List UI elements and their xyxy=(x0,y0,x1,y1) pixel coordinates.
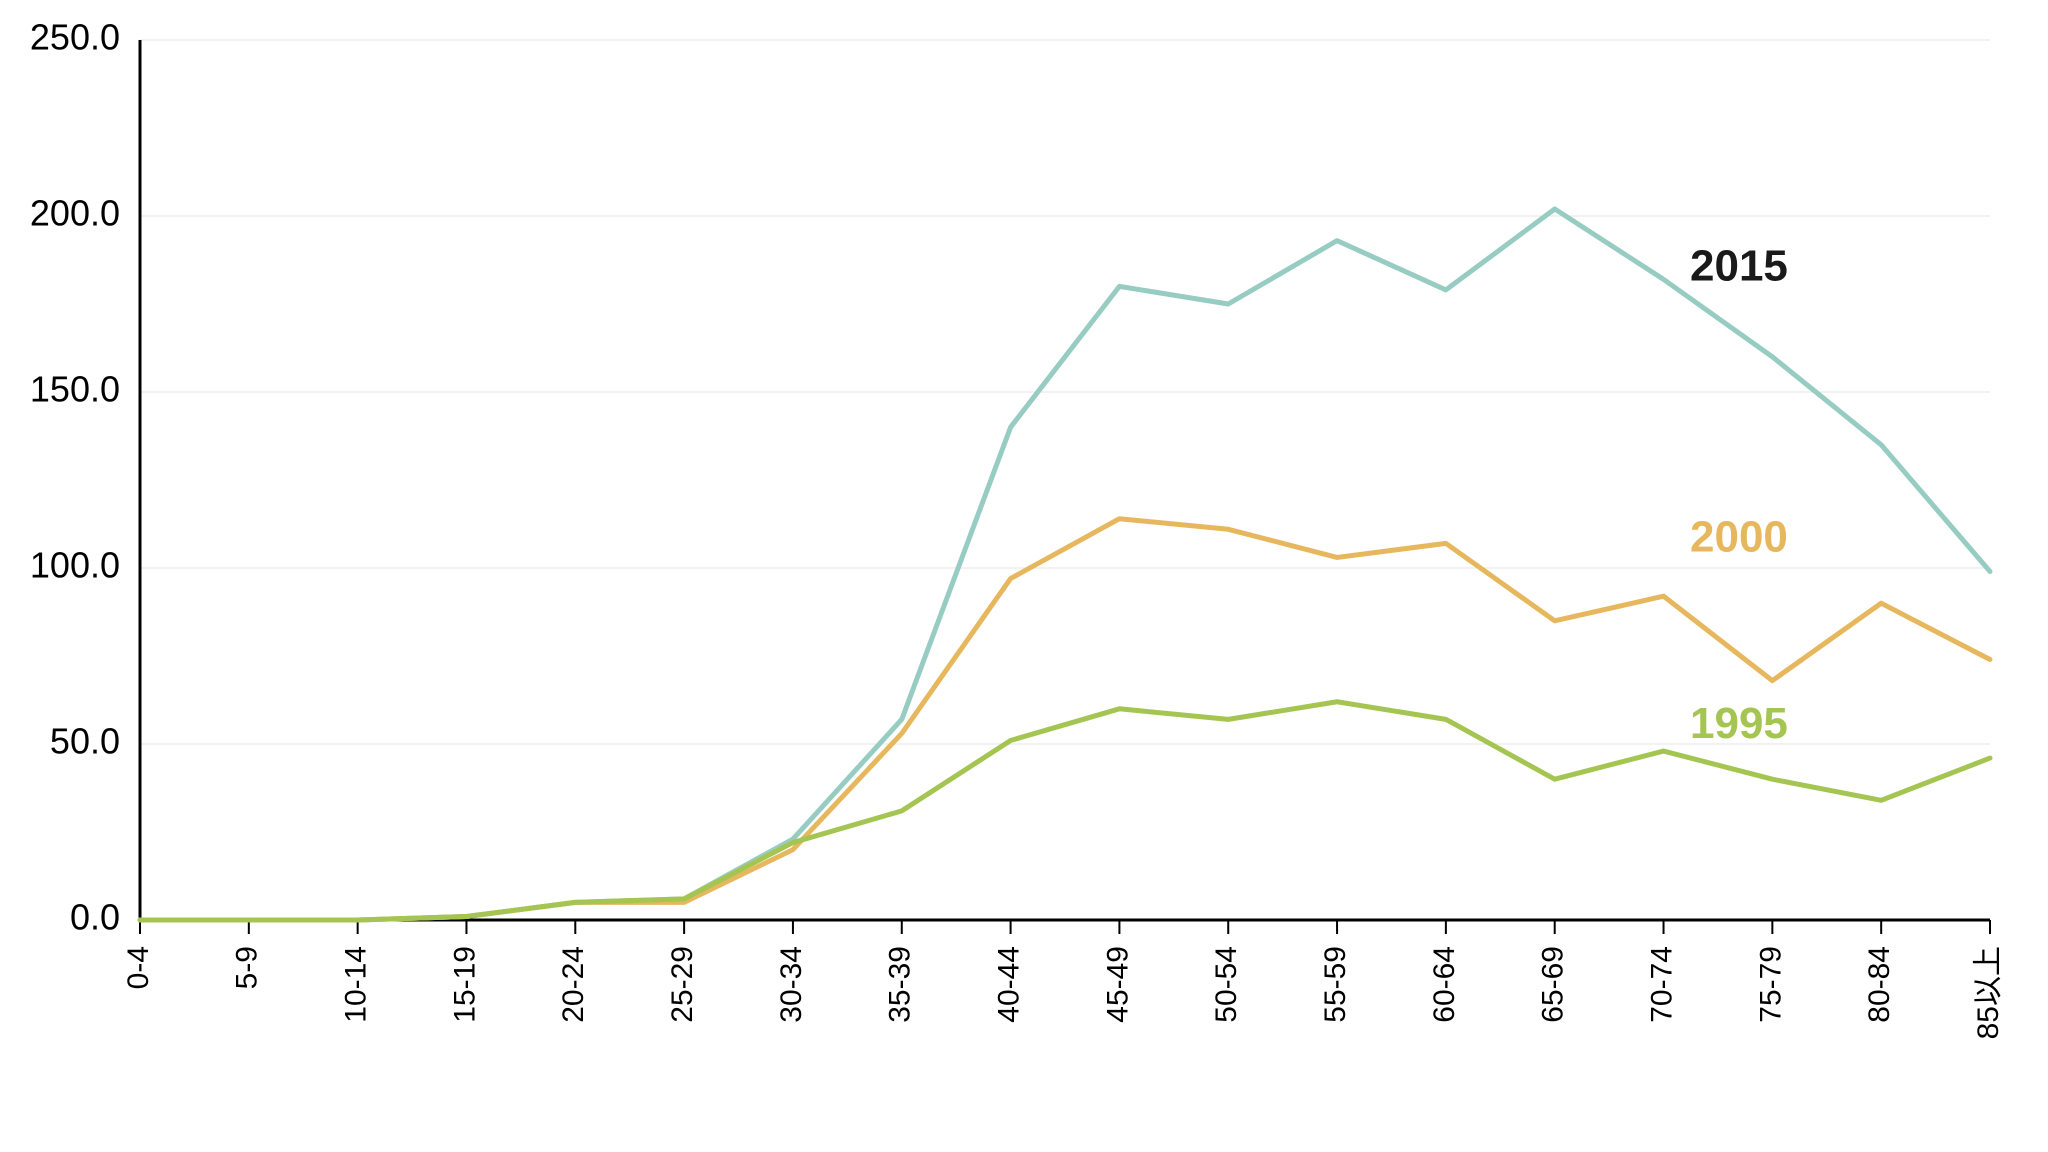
x-tick-label: 15-19 xyxy=(448,946,481,1023)
x-tick-label: 45-49 xyxy=(1101,946,1134,1023)
x-tick-label: 50-54 xyxy=(1210,946,1243,1023)
series-label-2015: 2015 xyxy=(1690,241,1788,290)
x-tick-label: 80-84 xyxy=(1863,946,1896,1023)
y-tick-label: 50.0 xyxy=(50,721,120,762)
x-tick-label: 55-59 xyxy=(1319,946,1352,1023)
line-chart: 0.0 50.0 100.0 150.0 200.0 250.0 0-4 5-9 10-14 15… xyxy=(0,0,2048,1152)
x-tick-label: 65-69 xyxy=(1537,946,1570,1023)
y-tick-label: 250.0 xyxy=(30,17,120,58)
x-tick-label: 35-39 xyxy=(884,946,917,1023)
chart-svg: 0.0 50.0 100.0 150.0 200.0 250.0 0-4 5-9 10-14 15… xyxy=(0,0,2048,1152)
y-tick-label: 200.0 xyxy=(30,193,120,234)
x-tick-label: 70-74 xyxy=(1645,946,1678,1023)
y-tick-label: 100.0 xyxy=(30,545,120,586)
series-label-1995: 1995 xyxy=(1690,699,1788,748)
x-tick-label: 5-9 xyxy=(231,946,264,989)
x-tick-label: 20-24 xyxy=(557,946,590,1023)
series-label-2000: 2000 xyxy=(1690,512,1788,561)
x-tick-label: 40-44 xyxy=(993,946,1026,1023)
x-tick-label: 60-64 xyxy=(1428,946,1461,1023)
series-2015 xyxy=(140,209,1990,920)
y-tick-label: 150.0 xyxy=(30,369,120,410)
x-tick-label: 30-34 xyxy=(775,946,808,1023)
x-tick-label: 10-14 xyxy=(340,946,373,1023)
x-tick-label: 75-79 xyxy=(1754,946,1787,1023)
x-tick-label: 85以上 xyxy=(1972,946,2005,1039)
y-tick-label: 0.0 xyxy=(70,897,120,938)
x-tick-label: 0-4 xyxy=(122,946,155,989)
x-tick-label: 25-29 xyxy=(666,946,699,1023)
